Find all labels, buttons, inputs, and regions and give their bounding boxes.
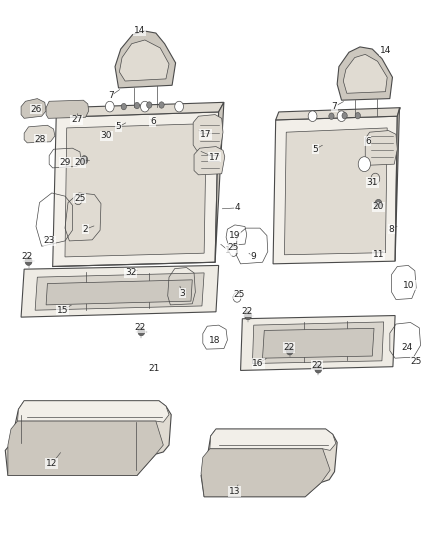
Text: 22: 22 — [134, 324, 145, 332]
Text: 14: 14 — [379, 46, 390, 55]
Circle shape — [81, 156, 88, 164]
Circle shape — [140, 101, 149, 112]
Text: 4: 4 — [234, 204, 239, 212]
Circle shape — [138, 327, 145, 336]
Text: 3: 3 — [179, 289, 185, 297]
Text: 25: 25 — [410, 357, 421, 366]
Text: 18: 18 — [208, 336, 219, 344]
Polygon shape — [209, 429, 335, 450]
Circle shape — [25, 257, 32, 265]
Polygon shape — [275, 108, 399, 120]
Circle shape — [286, 346, 293, 355]
Text: 11: 11 — [372, 251, 383, 259]
Polygon shape — [262, 328, 373, 358]
Text: 25: 25 — [74, 194, 85, 203]
Circle shape — [328, 113, 333, 119]
Text: 25: 25 — [233, 290, 244, 298]
Polygon shape — [5, 401, 171, 475]
Text: 8: 8 — [388, 225, 394, 233]
Circle shape — [146, 102, 152, 108]
Polygon shape — [201, 429, 336, 497]
Polygon shape — [201, 449, 329, 497]
Polygon shape — [46, 280, 192, 305]
Text: 24: 24 — [401, 343, 412, 352]
Circle shape — [244, 311, 251, 320]
Text: 22: 22 — [21, 253, 33, 261]
Text: 2: 2 — [83, 225, 88, 233]
Text: 22: 22 — [311, 361, 322, 369]
Circle shape — [336, 111, 345, 122]
Text: 5: 5 — [115, 123, 121, 131]
Text: 30: 30 — [100, 132, 112, 140]
Circle shape — [159, 102, 164, 108]
Text: 9: 9 — [250, 253, 256, 261]
Text: 25: 25 — [226, 244, 238, 252]
Polygon shape — [343, 54, 386, 93]
Text: 20: 20 — [74, 158, 85, 167]
Polygon shape — [336, 47, 392, 100]
Polygon shape — [194, 147, 224, 175]
Text: 6: 6 — [364, 137, 370, 146]
Text: 10: 10 — [403, 281, 414, 289]
Text: 6: 6 — [149, 117, 155, 126]
Polygon shape — [21, 265, 218, 317]
Text: 5: 5 — [311, 145, 318, 154]
Circle shape — [357, 157, 370, 172]
Polygon shape — [53, 112, 218, 266]
Circle shape — [307, 111, 316, 122]
Polygon shape — [284, 128, 386, 255]
Text: 23: 23 — [43, 237, 55, 245]
Polygon shape — [272, 116, 396, 264]
Polygon shape — [35, 273, 204, 310]
Text: 15: 15 — [57, 306, 68, 314]
Text: 22: 22 — [240, 308, 252, 316]
Polygon shape — [215, 102, 223, 262]
Text: 22: 22 — [283, 343, 294, 352]
Polygon shape — [240, 316, 394, 370]
Text: 17: 17 — [208, 153, 219, 161]
Text: 14: 14 — [134, 27, 145, 35]
Text: 28: 28 — [35, 135, 46, 144]
Polygon shape — [21, 99, 46, 118]
Text: 1: 1 — [225, 246, 231, 255]
Polygon shape — [394, 108, 399, 261]
Text: 7: 7 — [331, 102, 337, 111]
Circle shape — [105, 101, 114, 112]
Circle shape — [134, 102, 139, 109]
Text: 20: 20 — [372, 203, 383, 211]
Text: 12: 12 — [46, 459, 57, 468]
Polygon shape — [46, 100, 88, 118]
Polygon shape — [119, 40, 169, 81]
Polygon shape — [193, 115, 223, 150]
Polygon shape — [18, 401, 169, 422]
Text: 21: 21 — [148, 365, 160, 373]
Text: 32: 32 — [125, 269, 136, 277]
Text: 29: 29 — [59, 158, 71, 167]
Text: 31: 31 — [366, 178, 377, 187]
Text: 19: 19 — [229, 231, 240, 240]
Polygon shape — [252, 322, 383, 364]
Text: 27: 27 — [71, 116, 82, 124]
Polygon shape — [56, 102, 223, 117]
Circle shape — [341, 112, 346, 119]
Circle shape — [354, 112, 360, 119]
Polygon shape — [24, 125, 55, 143]
Text: 13: 13 — [229, 487, 240, 496]
Circle shape — [174, 101, 183, 112]
Circle shape — [121, 103, 126, 110]
Polygon shape — [8, 421, 163, 475]
Text: 7: 7 — [107, 92, 113, 100]
Polygon shape — [65, 124, 206, 257]
Circle shape — [314, 365, 321, 373]
Polygon shape — [115, 31, 175, 88]
Text: 26: 26 — [30, 105, 42, 114]
Circle shape — [374, 199, 381, 208]
Text: 16: 16 — [252, 359, 263, 368]
Polygon shape — [364, 131, 396, 165]
Text: 17: 17 — [199, 130, 211, 139]
